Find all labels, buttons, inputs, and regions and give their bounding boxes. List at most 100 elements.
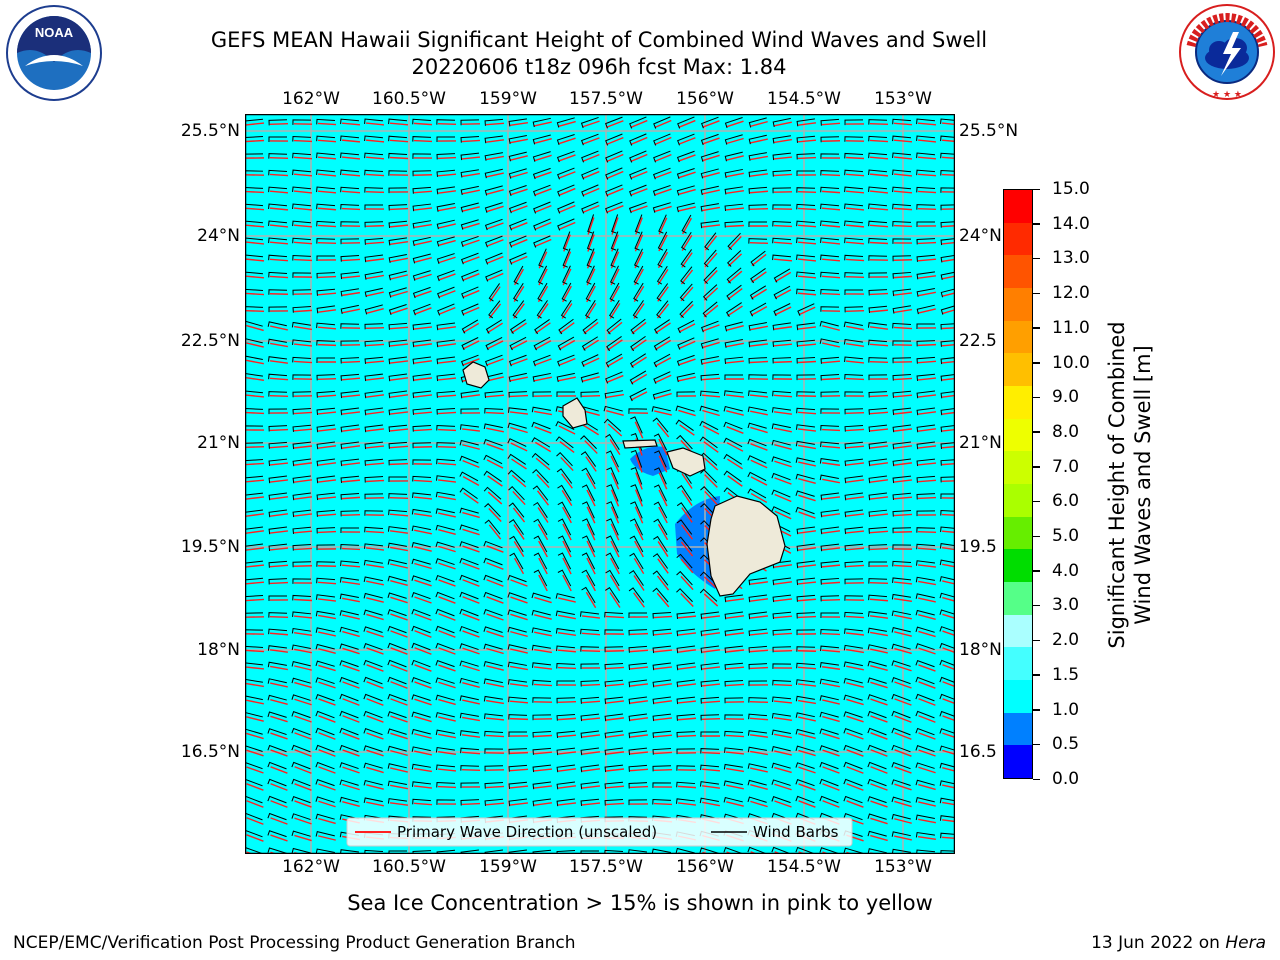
vector-mark — [892, 305, 912, 314]
vector-mark — [483, 470, 503, 487]
vector-mark — [562, 231, 571, 252]
vector-mark — [512, 300, 525, 319]
vector-mark — [461, 269, 480, 282]
vector-mark — [581, 569, 596, 592]
graticule — [245, 114, 955, 854]
vector-mark — [484, 519, 502, 540]
vector-mark — [676, 485, 693, 506]
vector-mark — [531, 644, 552, 654]
vector-mark — [604, 696, 625, 705]
vector-mark — [771, 423, 792, 433]
vector-mark — [868, 237, 889, 245]
vector-mark — [606, 484, 620, 507]
vector-mark — [363, 626, 384, 638]
vector-mark — [581, 467, 597, 490]
vector-mark — [316, 374, 337, 381]
vector-mark — [658, 214, 668, 235]
vector-mark — [796, 560, 817, 569]
vector-mark — [676, 645, 697, 654]
vector-mark — [556, 747, 577, 756]
vector-mark — [628, 629, 649, 636]
vector-mark — [652, 570, 670, 591]
vector-mark — [364, 441, 385, 450]
vector-mark — [844, 152, 865, 160]
vector-mark — [868, 289, 889, 296]
vector-mark — [435, 712, 456, 722]
vector-mark — [412, 253, 432, 264]
vector-mark — [508, 714, 529, 721]
vector-mark — [459, 557, 480, 570]
vector-mark — [940, 238, 955, 246]
vector-mark — [723, 421, 744, 434]
vector-mark — [915, 576, 936, 586]
colorbar-swatch — [1004, 418, 1032, 452]
vector-mark — [555, 436, 575, 454]
vector-mark — [820, 186, 841, 194]
vector-mark — [724, 714, 745, 720]
vector-mark — [484, 390, 505, 398]
vector-mark — [819, 678, 840, 688]
vector-mark — [653, 433, 668, 456]
vector-mark — [771, 456, 792, 468]
colorbar-tick-label: 3.0 — [1052, 595, 1080, 616]
vector-mark — [796, 526, 817, 535]
vector-mark — [726, 250, 743, 267]
vector-mark — [387, 745, 408, 757]
vector-mark — [891, 761, 912, 774]
vector-mark — [459, 439, 480, 450]
vector-mark — [580, 663, 601, 670]
vector-mark — [435, 660, 456, 672]
vector-mark — [411, 781, 433, 789]
vector-mark — [532, 354, 552, 367]
vector-mark — [534, 319, 551, 335]
vector-mark — [508, 748, 529, 755]
vector-mark — [940, 169, 955, 176]
vector-mark — [268, 526, 289, 535]
vector-mark — [747, 796, 768, 808]
vector-mark — [411, 746, 432, 756]
vector-mark — [867, 744, 888, 757]
vector-mark — [340, 390, 361, 399]
vector-mark — [580, 451, 597, 472]
vector-mark — [748, 204, 769, 211]
vector-mark — [532, 134, 552, 145]
vector-mark — [388, 459, 409, 466]
vector-mark — [916, 323, 937, 330]
vector-mark — [796, 187, 817, 193]
colorbar-tick-mark — [1033, 431, 1040, 433]
vector-mark — [772, 679, 793, 687]
vector-mark — [867, 660, 888, 672]
vector-mark — [603, 405, 624, 416]
vector-mark — [388, 135, 409, 143]
vector-mark — [747, 488, 768, 504]
vector-mark — [267, 795, 288, 808]
vector-mark — [268, 425, 289, 432]
vector-mark — [892, 374, 913, 381]
vector-mark — [747, 422, 768, 434]
vector-mark — [268, 475, 289, 484]
lat-tick-label: 18°N — [197, 640, 240, 660]
vector-mark — [315, 627, 336, 637]
vector-mark — [844, 595, 865, 601]
vector-mark — [531, 437, 552, 453]
vector-mark — [605, 353, 624, 368]
colorbar-tick-label: 15.0 — [1052, 179, 1090, 199]
vector-mark — [585, 282, 596, 303]
vector-mark — [723, 780, 744, 790]
vector-mark — [680, 249, 693, 268]
vector-mark — [892, 407, 913, 416]
vector-mark — [867, 778, 888, 791]
vector-mark — [436, 458, 457, 466]
vector-mark — [292, 374, 313, 380]
vector-mark — [555, 420, 576, 435]
vector-mark — [724, 374, 745, 381]
vector-mark — [630, 335, 647, 352]
vector-mark — [315, 677, 336, 689]
vector-mark — [795, 728, 816, 739]
vector-mark — [819, 320, 840, 331]
vector-mark — [436, 339, 457, 348]
vector-mark — [363, 797, 384, 807]
vector-mark — [750, 250, 767, 267]
vector-mark — [513, 265, 524, 286]
vector-mark — [843, 711, 864, 723]
